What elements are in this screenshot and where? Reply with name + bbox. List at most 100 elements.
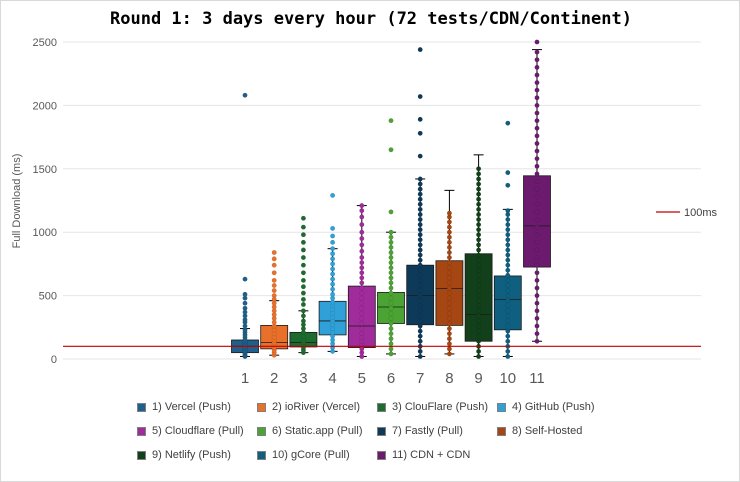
data-point xyxy=(505,298,511,304)
data-point xyxy=(271,250,277,255)
data-point xyxy=(446,290,452,296)
data-point xyxy=(534,338,540,344)
data-point xyxy=(446,326,452,332)
y-tick-label: 500 xyxy=(39,291,57,303)
data-point xyxy=(388,331,394,337)
data-point xyxy=(446,239,452,245)
data-point xyxy=(359,290,365,296)
data-point xyxy=(242,300,248,306)
data-point xyxy=(359,285,365,291)
data-point xyxy=(271,262,277,268)
data-point xyxy=(300,232,306,238)
data-point xyxy=(359,236,365,241)
x-tick-label: 4 xyxy=(328,370,336,387)
data-point xyxy=(330,192,336,198)
y-tick-label: 2500 xyxy=(33,37,57,49)
data-point xyxy=(505,257,511,263)
data-point xyxy=(388,275,394,281)
data-point xyxy=(359,260,365,266)
data-point xyxy=(417,247,423,253)
legend-swatch xyxy=(497,402,506,412)
box-series xyxy=(231,39,551,359)
data-point xyxy=(476,288,482,293)
data-point xyxy=(417,288,423,293)
box-5 xyxy=(347,203,376,359)
data-point xyxy=(476,201,482,207)
data-point xyxy=(505,247,511,253)
data-point xyxy=(534,186,540,192)
data-point xyxy=(388,229,394,235)
data-point xyxy=(417,94,423,99)
data-point xyxy=(388,260,394,266)
data-point xyxy=(388,270,394,276)
y-axis-label: Full Download (ms) xyxy=(11,154,23,249)
data-point xyxy=(505,333,511,339)
box-9 xyxy=(464,154,493,359)
data-point xyxy=(476,171,482,177)
data-point xyxy=(476,242,482,248)
data-point xyxy=(505,272,511,278)
data-point xyxy=(388,209,394,215)
data-point xyxy=(476,298,482,304)
data-point xyxy=(476,313,482,319)
data-point xyxy=(417,211,423,217)
data-point xyxy=(476,186,482,192)
legend-label: 7) Fastly (Pull) xyxy=(392,425,463,437)
x-tick-label: 5 xyxy=(358,370,366,387)
data-point xyxy=(359,300,365,306)
data-point xyxy=(534,133,540,139)
data-point xyxy=(534,140,540,146)
data-point xyxy=(446,250,452,255)
data-point xyxy=(359,208,365,214)
data-point xyxy=(476,333,482,339)
data-point xyxy=(417,298,423,304)
data-point xyxy=(330,271,336,277)
data-point xyxy=(388,250,394,255)
data-point xyxy=(388,346,394,352)
data-point xyxy=(476,217,482,222)
box-2 xyxy=(260,250,289,358)
box-4 xyxy=(318,192,347,354)
y-tick-label: 0 xyxy=(51,354,57,366)
data-point xyxy=(417,242,423,248)
data-point xyxy=(417,338,423,344)
data-point xyxy=(271,277,277,283)
data-point xyxy=(476,283,482,288)
data-point xyxy=(330,233,336,239)
data-point xyxy=(534,293,540,299)
data-point xyxy=(505,308,511,314)
data-point xyxy=(388,280,394,286)
data-point xyxy=(388,255,394,261)
data-point xyxy=(476,348,482,354)
data-point xyxy=(359,321,365,326)
x-tick-label: 1 xyxy=(241,370,249,387)
data-point xyxy=(417,116,423,122)
data-point xyxy=(300,247,306,253)
data-point xyxy=(534,179,540,184)
data-point xyxy=(417,323,423,329)
legend-item: 10) gCore (Pull) xyxy=(257,449,350,461)
data-point xyxy=(476,232,482,238)
data-point xyxy=(446,331,452,337)
data-point xyxy=(417,293,423,299)
data-point xyxy=(534,118,540,124)
data-point xyxy=(388,239,394,245)
data-point xyxy=(476,191,482,197)
data-point xyxy=(417,252,423,258)
data-point xyxy=(417,201,423,207)
data-point xyxy=(534,171,540,177)
data-point xyxy=(242,92,248,98)
y-tick-label: 2000 xyxy=(33,100,57,112)
data-point xyxy=(417,318,423,324)
legend-item: 7) Fastly (Pull) xyxy=(377,425,463,437)
data-point xyxy=(534,39,540,45)
data-point xyxy=(417,262,423,268)
data-point xyxy=(417,303,423,309)
data-point xyxy=(476,323,482,329)
data-point xyxy=(505,267,511,273)
data-point xyxy=(300,215,306,221)
data-point xyxy=(388,336,394,342)
data-point xyxy=(476,277,482,283)
data-point xyxy=(417,196,423,202)
data-point xyxy=(359,310,365,316)
